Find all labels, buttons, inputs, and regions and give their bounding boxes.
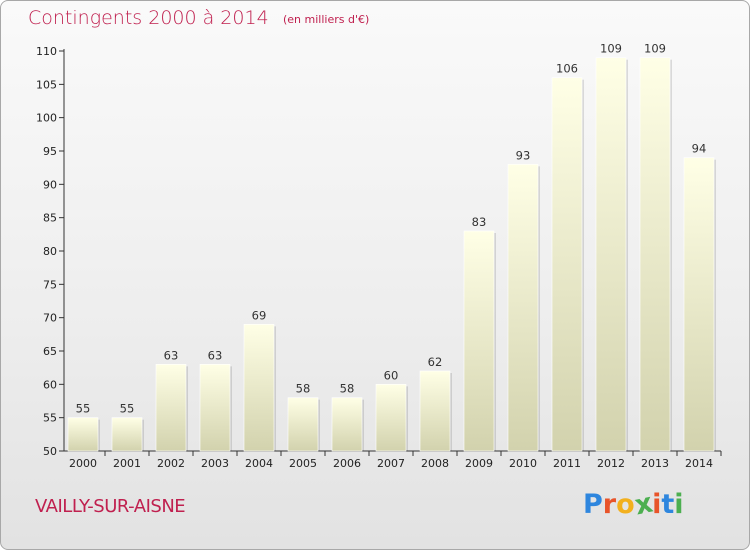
x-tick-label: 2013 (641, 457, 669, 470)
bar-2007 (375, 384, 407, 452)
logo-letter: P (583, 489, 603, 520)
bar-2009 (463, 230, 495, 452)
bar-2003 (199, 364, 231, 452)
bar-2014 (683, 157, 715, 452)
x-tick-label: 2007 (377, 457, 405, 470)
bar-2008 (419, 370, 451, 452)
x-tick-label: 2009 (465, 457, 493, 470)
bar-value-label: 83 (472, 215, 487, 229)
bar-labels: 55 2000 55 2001 63 2002 63 2003 69 2004 58 2005 58 20… (69, 42, 713, 470)
y-tick-label: 90 (43, 178, 57, 191)
bar-2012 (595, 57, 627, 452)
y-tick-label: 95 (43, 145, 57, 158)
bar-value-label: 94 (692, 142, 707, 156)
y-tick-label: 100 (36, 112, 57, 125)
proxiti-logo[interactable]: Proxiti (583, 488, 684, 522)
bar-2004 (243, 324, 275, 452)
x-tick-label: 2001 (113, 457, 141, 470)
y-tick-label: 50 (43, 445, 57, 458)
y-tick-label: 110 (36, 45, 57, 58)
bar-2005 (287, 397, 319, 452)
x-tick-label: 2014 (685, 457, 713, 470)
bar-value-label: 55 (120, 402, 135, 416)
y-tick-label: 60 (43, 378, 57, 391)
y-tick-label: 70 (43, 312, 57, 325)
bar-2000 (67, 417, 99, 452)
bars (67, 57, 716, 452)
logo-letter: r (602, 489, 617, 520)
logo-letter: i (674, 489, 684, 520)
x-tick-label: 2010 (509, 457, 537, 470)
bar-value-label: 58 (340, 382, 355, 396)
x-tick-label: 2002 (157, 457, 185, 470)
x-tick-label: 2008 (421, 457, 449, 470)
bar-value-label: 60 (384, 368, 399, 382)
bar-2011 (551, 77, 583, 452)
x-tick-label: 2011 (553, 457, 581, 470)
logo-letter: o (616, 489, 635, 520)
y-tick-label: 75 (43, 278, 57, 291)
x-tick-label: 2012 (597, 457, 625, 470)
x-tick-label: 2004 (245, 457, 273, 470)
bar-2006 (331, 397, 363, 452)
chart-unit: (en milliers d'€) (283, 13, 370, 26)
bar-2010 (507, 164, 539, 452)
bar-value-label: 62 (428, 355, 443, 369)
y-tick-label: 65 (43, 345, 57, 358)
x-tick-label: 2005 (289, 457, 317, 470)
bar-value-label: 109 (644, 42, 666, 56)
bar-value-label: 63 (164, 348, 179, 362)
bar-value-label: 69 (252, 308, 267, 322)
y-tick-label: 55 (43, 412, 57, 425)
bar-2001 (111, 417, 143, 452)
bar-value-label: 109 (600, 42, 622, 56)
chart-title: Contingents 2000 à 2014 (28, 7, 269, 29)
y-tick-label: 105 (36, 78, 57, 91)
logo-letter: i (652, 489, 662, 520)
bar-value-label: 58 (296, 382, 311, 396)
x-tick-label: 2006 (333, 457, 361, 470)
bar-2002 (155, 364, 187, 452)
bar-2013 (639, 57, 671, 452)
bar-value-label: 93 (516, 148, 531, 162)
bar-value-label: 106 (556, 62, 578, 76)
x-tick-label: 2000 (69, 457, 97, 470)
x-tick-label: 2003 (201, 457, 229, 470)
y-tick-label: 80 (43, 245, 57, 258)
bar-value-label: 63 (208, 348, 223, 362)
logo-letter: t (661, 489, 675, 520)
bar-value-label: 55 (76, 402, 91, 416)
y-tick-label: 85 (43, 212, 57, 225)
commune-name: VAILLY-SUR-AISNE (35, 496, 186, 517)
